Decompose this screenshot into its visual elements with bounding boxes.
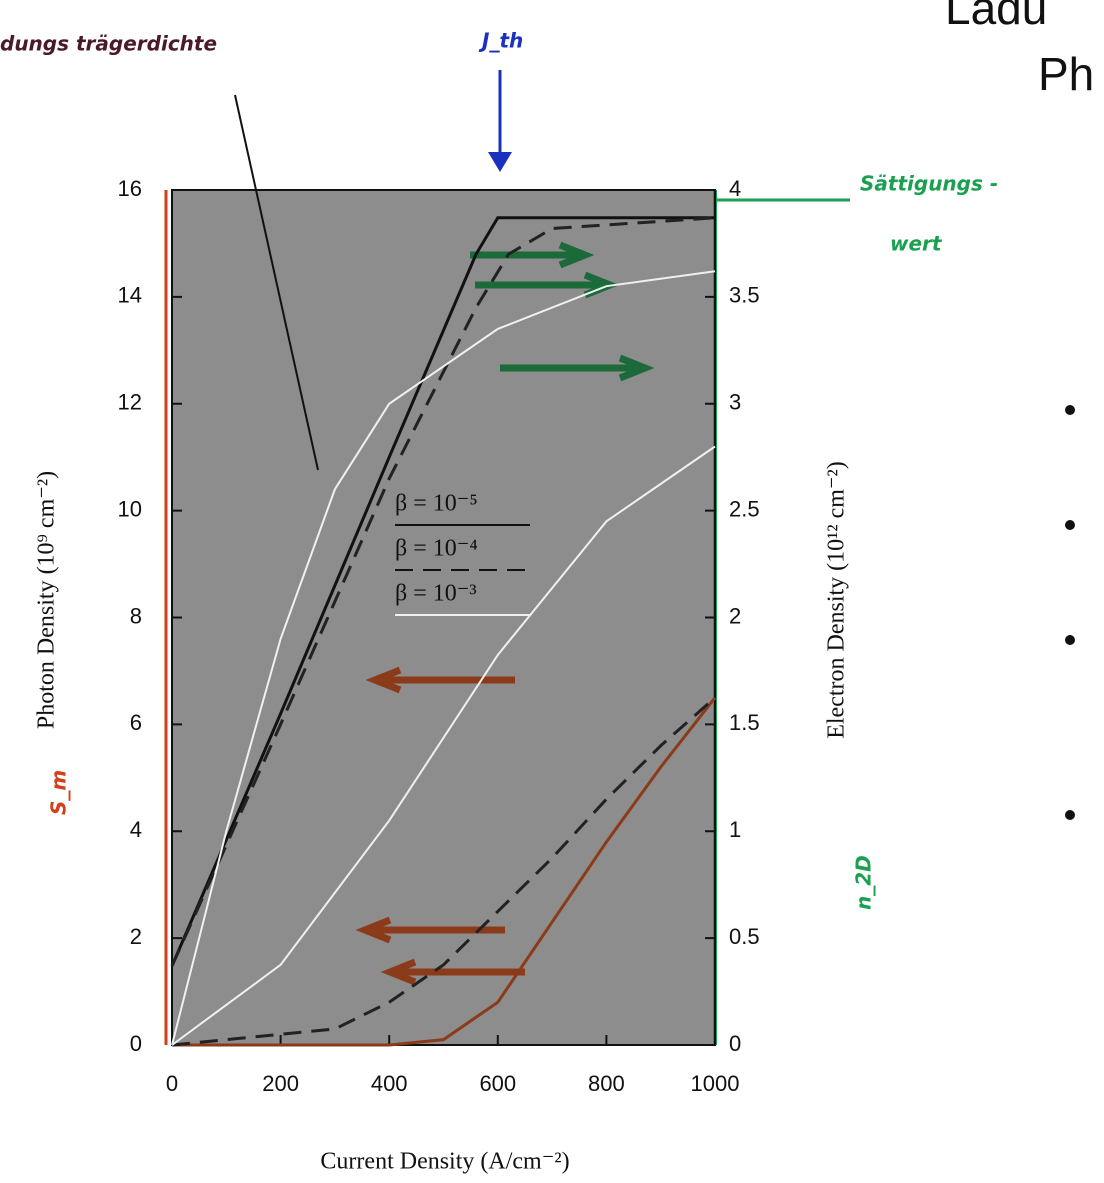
annotation-pointer <box>234 94 319 471</box>
x-tick-label: 1000 <box>691 1071 740 1096</box>
y2-tick-label: 3 <box>729 390 741 415</box>
bullet <box>1065 405 1075 415</box>
legend-label: β = 10⁻⁵ <box>395 491 478 517</box>
legend-label: β = 10⁻⁴ <box>395 536 478 562</box>
y-tick-label: 0 <box>130 1031 142 1056</box>
bullet <box>1065 810 1075 820</box>
y2-tick-label: 0.5 <box>729 924 760 949</box>
y2-tick-label: 0 <box>729 1031 741 1056</box>
x-axis-label: Current Density (A/cm⁻²) <box>320 1149 569 1175</box>
y-tick-label: 10 <box>118 496 142 521</box>
plot-area <box>172 190 715 1045</box>
handwritten-note: S_m <box>47 770 71 815</box>
data-line <box>170 216 715 967</box>
x-tick-label: 200 <box>262 1071 299 1096</box>
x-tick-label: 0 <box>166 1071 178 1096</box>
y-tick-label: 14 <box>118 283 142 308</box>
legend-label: β = 10⁻³ <box>395 581 477 607</box>
bullet <box>1065 635 1075 645</box>
slide-title: Ladu <box>945 0 1047 34</box>
handwritten-note: dungs trägerdichte <box>0 32 217 56</box>
y2-tick-label: 1.5 <box>729 710 760 735</box>
y-tick-label: 8 <box>130 603 142 628</box>
x-tick-label: 600 <box>479 1071 516 1096</box>
y-tick-label: 6 <box>130 710 142 735</box>
direction-arrows <box>355 241 655 986</box>
y2-tick-label: 2.5 <box>729 496 760 521</box>
data-line <box>170 216 716 967</box>
y-tick-label: 12 <box>118 390 142 415</box>
data-line <box>171 445 716 1046</box>
y2-tick-label: 3.5 <box>729 283 760 308</box>
data-line <box>172 696 717 1047</box>
y-tick-label: 16 <box>118 176 142 201</box>
y-axis-label: Photon Density (10⁹ cm⁻²) <box>34 471 60 729</box>
y2-tick-label: 4 <box>729 176 741 201</box>
x-tick-label: 400 <box>371 1071 408 1096</box>
handwritten-note: J_th <box>478 29 523 53</box>
plot-frame <box>171 189 716 1046</box>
slide-title: Ph <box>1038 48 1094 100</box>
handwritten-note: n_2D <box>852 855 876 910</box>
y-tick-label: 2 <box>130 924 142 949</box>
y2-tick-label: 2 <box>729 603 741 628</box>
y2-axis-label: Electron Density (10¹² cm⁻²) <box>824 461 850 739</box>
x-tick-label: 800 <box>588 1071 625 1096</box>
data-line <box>171 696 716 1047</box>
bullet <box>1065 520 1075 530</box>
threshold-arrowhead <box>488 152 512 172</box>
data-line <box>171 270 716 1046</box>
handwritten-note: wert <box>890 232 943 256</box>
handwritten-note: Sättigungs - <box>860 172 998 196</box>
y2-tick-label: 1 <box>729 817 741 842</box>
y-tick-label: 4 <box>130 817 142 842</box>
